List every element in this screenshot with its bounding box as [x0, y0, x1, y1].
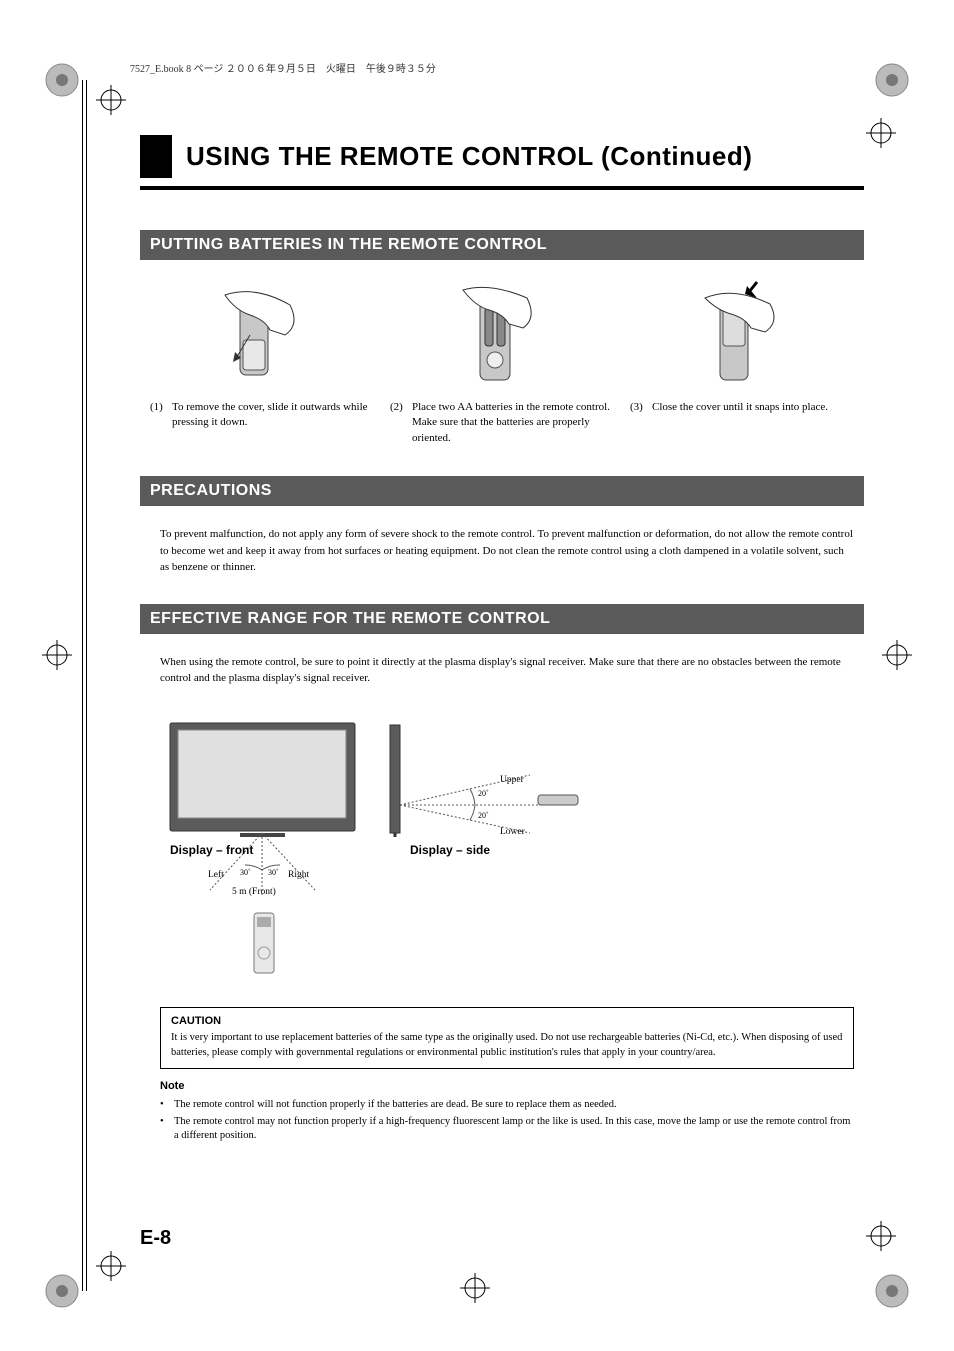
diagram-angle-lower: 20˚ — [478, 811, 489, 820]
caution-box: CAUTION It is very important to use repl… — [160, 1007, 854, 1070]
step-number: (1) — [150, 400, 172, 431]
battery-steps-row: (1) To remove the cover, slide it outwar… — [150, 280, 864, 446]
header-metadata: 7527_E.book 8 ページ ２００６年９月５日 火曜日 午後９時３５分 — [130, 60, 864, 75]
crop-mark-tl — [42, 60, 82, 100]
note-item: The remote control may not function prop… — [174, 1115, 854, 1144]
battery-step-1: (1) To remove the cover, slide it outwar… — [150, 280, 370, 446]
step-text: Close the cover until it snaps into plac… — [652, 400, 828, 415]
note-block: Note The remote control will not functio… — [160, 1079, 854, 1143]
battery-illustration-2 — [435, 280, 565, 390]
diagram-upper-label: Upper — [500, 775, 524, 785]
diagram-angle-right: 30˚ — [268, 868, 279, 877]
page-border-left — [82, 80, 83, 1291]
battery-illustration-1 — [195, 280, 325, 390]
step-text: Place two AA batteries in the remote con… — [412, 400, 610, 446]
page-border-left2 — [86, 80, 87, 1291]
section-header-batteries: PUTTING BATTERIES IN THE REMOTE CONTROL — [140, 230, 864, 260]
crop-mark-ml — [42, 640, 72, 670]
battery-caption-3: (3) Close the cover until it snaps into … — [630, 400, 850, 415]
crop-mark-tr — [872, 60, 912, 100]
battery-step-2: (2) Place two AA batteries in the remote… — [390, 280, 610, 446]
title-accent-bar — [140, 135, 172, 178]
diagram-front-label: Display – front — [170, 843, 253, 857]
title-underline — [140, 186, 864, 190]
caution-title: CAUTION — [171, 1014, 843, 1029]
diagram-right-label: Right — [288, 870, 309, 880]
step-number: (2) — [390, 400, 412, 446]
diagram-lower-label: Lower — [500, 827, 525, 837]
diagram-angle-left: 30˚ — [240, 868, 251, 877]
step-text: To remove the cover, slide it outwards w… — [172, 400, 370, 431]
diagram-left-label: Left — [208, 870, 224, 880]
section-header-precautions: PRECAUTIONS — [140, 476, 864, 506]
crop-mark-tr2 — [866, 118, 896, 148]
precautions-body: To prevent malfunction, do not apply any… — [160, 526, 854, 576]
battery-caption-2: (2) Place two AA batteries in the remote… — [390, 400, 610, 446]
section-header-range: EFFECTIVE RANGE FOR THE REMOTE CONTROL — [140, 604, 864, 634]
page-title-block: USING THE REMOTE CONTROL (Continued) — [140, 135, 864, 178]
range-diagram: Display – front Display – side Left Righ… — [160, 715, 864, 995]
diagram-distance: 5 m (Front) — [232, 887, 276, 897]
page-title: USING THE REMOTE CONTROL (Continued) — [172, 135, 762, 178]
crop-mark-br2 — [866, 1221, 896, 1251]
crop-mark-br — [872, 1271, 912, 1311]
note-title: Note — [160, 1079, 854, 1094]
diagram-side-label: Display – side — [410, 843, 490, 857]
caution-body: It is very important to use replacement … — [171, 1031, 843, 1060]
range-body: When using the remote control, be sure t… — [160, 654, 854, 687]
crop-mark-bl — [42, 1271, 82, 1311]
note-item: The remote control will not function pro… — [174, 1098, 617, 1113]
battery-step-3: (3) Close the cover until it snaps into … — [630, 280, 850, 446]
battery-caption-1: (1) To remove the cover, slide it outwar… — [150, 400, 370, 431]
step-number: (3) — [630, 400, 652, 415]
page-number: E-8 — [140, 1227, 171, 1250]
diagram-angle-upper: 20˚ — [478, 789, 489, 798]
battery-illustration-3 — [675, 280, 805, 390]
crop-mark-mr — [882, 640, 912, 670]
